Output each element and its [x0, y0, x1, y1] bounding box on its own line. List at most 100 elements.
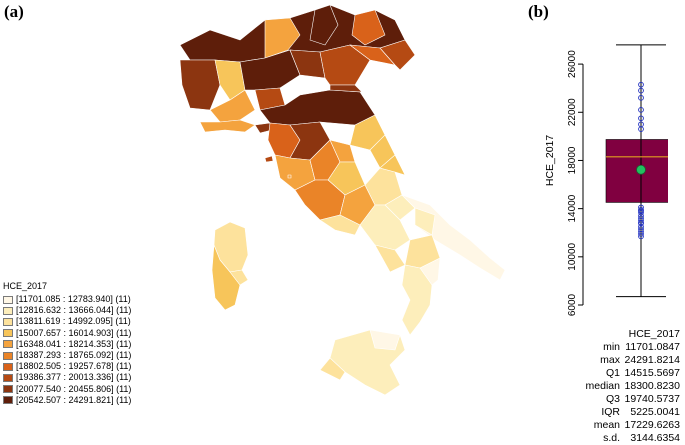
data-point: [638, 215, 644, 222]
legend-item: [19386.377 : 20013.336] (11): [3, 372, 131, 383]
stat-name: IQR: [601, 406, 620, 419]
stat-name: Q3: [605, 393, 620, 406]
data-point: [638, 223, 644, 230]
legend-item: [13811.619 : 14992.095] (11): [3, 316, 131, 327]
stat-name: Q1: [605, 366, 620, 379]
y-tick-label: 10000: [567, 242, 578, 270]
stat-value: 5225.0041: [630, 406, 680, 419]
stat-value: 18300.8230: [624, 379, 680, 392]
data-point: [638, 121, 644, 128]
stat-value: 24291.8214: [624, 353, 680, 366]
map-region: [211, 244, 241, 311]
map-region: [374, 244, 406, 273]
stats-header: HCE_2017: [558, 327, 680, 340]
y-tick-label: 26000: [567, 50, 578, 78]
map-region: [351, 9, 386, 46]
data-point: [638, 204, 644, 211]
map-region: [264, 155, 274, 163]
stat-row: IQR 5225.0041: [558, 406, 680, 419]
legend-item: [15007.657 : 16014.903] (11): [3, 328, 131, 339]
legend-swatch: [3, 329, 13, 338]
legend-swatch: [3, 362, 13, 371]
stat-name: min: [603, 340, 620, 353]
legend-item: [18802.505 : 19257.678] (11): [3, 361, 131, 372]
map-region: [379, 154, 406, 176]
stat-value: 3144.6354: [630, 432, 680, 445]
legend-swatch: [3, 396, 13, 405]
legend-label: [11701.085 : 12783.940] (11): [16, 294, 131, 305]
data-point: [638, 81, 644, 88]
legend-swatch: [3, 295, 13, 304]
legend-item: [12816.632 : 13666.044] (11): [3, 305, 131, 316]
legend-item: [11701.085 : 12783.940] (11): [3, 294, 131, 305]
stat-row: min 11701.0847: [558, 340, 680, 353]
stat-row: median 18300.8230: [558, 379, 680, 392]
map-region: [319, 214, 361, 236]
legend-swatch: [3, 385, 13, 394]
legend-swatch: [3, 373, 13, 382]
data-point: [638, 94, 644, 101]
map-region: [264, 17, 301, 59]
map-region: [379, 39, 416, 71]
stats-table: HCE_2017 min 11701.0847 max 24291.8214 Q1 145…: [558, 327, 680, 445]
data-point: [638, 87, 644, 94]
legend-swatch: [3, 317, 13, 326]
legend-label: [20542.507 : 24291.821] (11): [16, 394, 132, 405]
stat-value: 11701.0847: [625, 340, 680, 353]
stat-row: mean 17229.6263: [558, 419, 680, 432]
legend-item: [18387.293 : 18765.092] (11): [3, 350, 131, 361]
map-region: [179, 59, 221, 111]
legend-title: HCE_2017: [3, 281, 48, 291]
map-region: [369, 329, 401, 351]
italy-choropleth-map: [179, 4, 506, 396]
map-region: [199, 119, 256, 133]
stat-row: Q3 19740.5737: [558, 392, 680, 405]
data-point: [638, 107, 644, 113]
y-tick-label: 14000: [567, 194, 578, 222]
stat-value: 17229.6263: [624, 419, 680, 432]
legend-label: [12816.632 : 13666.044] (11): [16, 305, 132, 316]
legend-label: [13811.619 : 14992.095] (11): [16, 316, 131, 327]
legend-label: [16348.041 : 18214.353] (11): [16, 338, 132, 349]
panel-label-b: (b): [528, 2, 549, 21]
legend-swatch: [3, 340, 13, 349]
map-region: [419, 257, 441, 286]
data-point: [638, 206, 644, 213]
map-region: [309, 4, 339, 46]
y-axis-title: HCE_2017: [544, 135, 556, 187]
stat-row: s.d. 3144.6354: [558, 432, 680, 445]
map-region: [287, 174, 292, 179]
map-region: [239, 49, 301, 91]
data-point: [638, 115, 644, 122]
stat-row: Q1 14515.5697: [558, 366, 680, 379]
map-region: [319, 357, 346, 381]
map-region: [329, 84, 363, 93]
legend-label: [20077.540 : 20455.806] (11): [16, 383, 132, 394]
stat-name: median: [585, 379, 620, 392]
legend-swatch: [3, 306, 13, 315]
map-region: [229, 269, 249, 286]
stat-name: s.d.: [603, 432, 620, 445]
panel-label-a: (a): [4, 2, 24, 21]
legend-item: [20542.507 : 24291.821] (11): [3, 395, 131, 406]
legend-item: [20077.540 : 20455.806] (11): [3, 384, 131, 395]
legend-item: [16348.041 : 18214.353] (11): [3, 339, 131, 350]
legend-label: [18387.293 : 18765.092] (11): [16, 350, 132, 361]
box-plot: 6000 10000 14000 18000 22000 26000 HCE_2017: [544, 44, 668, 316]
y-tick-label: 18000: [567, 146, 578, 174]
y-tick-label: 22000: [567, 98, 578, 126]
y-tick-label: 6000: [567, 293, 578, 316]
stats-column-title: HCE_2017: [628, 327, 680, 340]
legend-label: [19386.377 : 20013.336] (11): [16, 372, 132, 383]
data-point: [638, 226, 644, 232]
stat-value: 19740.5737: [624, 393, 680, 406]
mean-marker: [636, 164, 646, 175]
legend-label: [18802.505 : 19257.678] (11): [16, 361, 132, 372]
map-legend: HCE_2017 [11701.085 : 12783.940] (11) [12…: [3, 282, 131, 406]
legend-swatch: [3, 351, 13, 360]
stat-value: 14515.5697: [624, 366, 680, 379]
iqr-box: [605, 139, 668, 203]
stat-name: max: [600, 353, 620, 366]
stat-row: max 24291.8214: [558, 353, 680, 366]
legend-label: [15007.657 : 16014.903] (11): [16, 327, 132, 338]
